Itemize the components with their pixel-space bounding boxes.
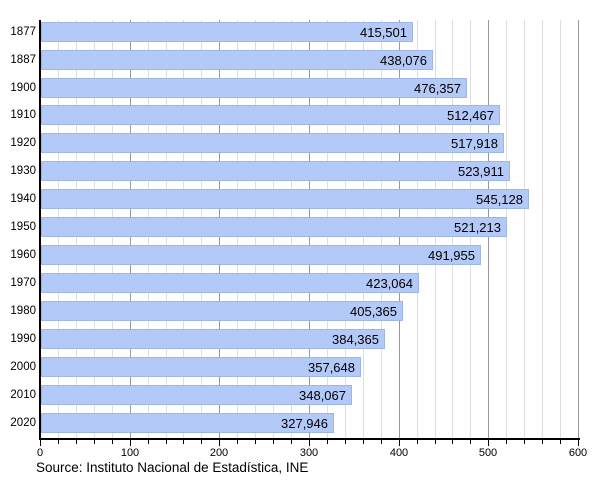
x-axis-tick-major [40,440,41,446]
x-axis-tick [237,440,238,444]
x-axis-tick-label: 600 [568,447,588,459]
y-axis-label: 1930 [10,165,36,177]
bar-value-label: 327,946 [281,416,328,431]
x-axis-tick [112,440,113,444]
x-axis-line [39,438,580,440]
y-axis-label: 1980 [10,305,36,317]
x-axis-tick-major [130,440,131,446]
y-axis-label: 2010 [10,389,36,401]
bar-value-label: 491,955 [428,248,475,263]
x-axis-tick-label: 400 [389,447,409,459]
y-axis-label: 1990 [10,333,36,345]
bar-1970: 423,064 [41,273,419,293]
y-axis-label: 1970 [10,277,36,289]
bar-1887: 438,076 [41,50,433,70]
bar-value-label: 384,365 [332,332,379,347]
bar-2010: 348,067 [41,385,352,405]
x-axis-tick [345,440,346,444]
x-axis-tick [76,440,77,444]
x-axis-tick [381,440,382,444]
bar-value-label: 357,648 [308,360,355,375]
x-axis-tick [183,440,184,444]
source-note: Source: Instituto Nacional de Estadístic… [36,460,309,475]
x-axis-tick-major [309,440,310,446]
x-axis-tick [417,440,418,444]
bar-value-label: 438,076 [380,53,427,68]
gridline-major [578,20,579,439]
x-axis-tick [201,440,202,444]
x-axis-tick [273,440,274,444]
bar-1950: 521,213 [41,217,507,237]
y-axis-label: 1900 [10,82,36,94]
bar-value-label: 512,467 [447,108,494,123]
x-axis-tick [148,440,149,444]
y-axis-label: 1910 [10,109,36,121]
x-axis-tick [58,440,59,444]
bar-2000: 357,648 [41,357,361,377]
y-axis-line [39,20,41,440]
bar-value-label: 415,501 [360,25,407,40]
x-axis-tick [291,440,292,444]
y-axis-label: 1940 [10,193,36,205]
x-axis-tick [327,440,328,444]
y-axis-label: 1950 [10,221,36,233]
x-axis-tick [255,440,256,444]
bar-1930: 523,911 [41,161,510,181]
y-axis-label: 2020 [10,417,36,429]
bar-value-label: 523,911 [457,164,504,179]
bar-value-label: 521,213 [454,220,501,235]
x-axis-tick-label: 500 [478,447,498,459]
y-axis-label: 2000 [10,361,36,373]
bar-1900: 476,357 [41,78,467,98]
bar-1920: 517,918 [41,133,504,153]
x-axis-tick-label: 300 [299,447,319,459]
x-axis-tick-label: 0 [36,447,44,459]
x-axis-tick-label: 200 [209,447,229,459]
y-axis-label: 1887 [10,54,36,66]
x-axis-tick [166,440,167,444]
bar-value-label: 405,365 [350,304,397,319]
gridline-minor [542,20,543,439]
y-axis-label: 1877 [10,26,36,38]
bar-1910: 512,467 [41,105,500,125]
x-axis-tick-major [219,440,220,446]
bar-2020: 327,946 [41,413,334,433]
y-axis-label: 1920 [10,137,36,149]
x-axis-tick [435,440,436,444]
bar-value-label: 545,128 [476,192,523,207]
x-axis-tick-major [488,440,489,446]
x-axis-tick [542,440,543,444]
x-axis-tick [560,440,561,444]
x-axis-tick [506,440,507,444]
x-axis-tick [524,440,525,444]
y-axis-label: 1960 [10,249,36,261]
bar-value-label: 476,357 [414,81,461,96]
x-axis-tick-major [578,440,579,446]
gridline-minor [524,20,525,439]
bar-value-label: 348,067 [299,388,346,403]
x-axis-tick [94,440,95,444]
bar-1980: 405,365 [41,301,403,321]
x-axis-tick-major [399,440,400,446]
x-axis-tick-label: 100 [120,447,140,459]
bar-value-label: 423,064 [366,276,413,291]
x-axis-tick [363,440,364,444]
bar-1990: 384,365 [41,329,385,349]
x-axis-tick [452,440,453,444]
bar-1960: 491,955 [41,245,481,265]
x-axis-tick [470,440,471,444]
bar-1877: 415,501 [41,22,413,42]
bar-value-label: 517,918 [451,136,498,151]
bar-1940: 545,128 [41,189,529,209]
gridline-minor [560,20,561,439]
